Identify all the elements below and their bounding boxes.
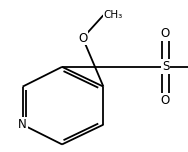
Text: O: O	[161, 94, 170, 107]
Text: O: O	[78, 31, 87, 45]
Text: O: O	[78, 31, 87, 45]
Text: CH₃: CH₃	[103, 10, 123, 20]
Text: S: S	[162, 60, 169, 73]
Text: O: O	[161, 27, 170, 40]
Text: N: N	[18, 118, 27, 131]
